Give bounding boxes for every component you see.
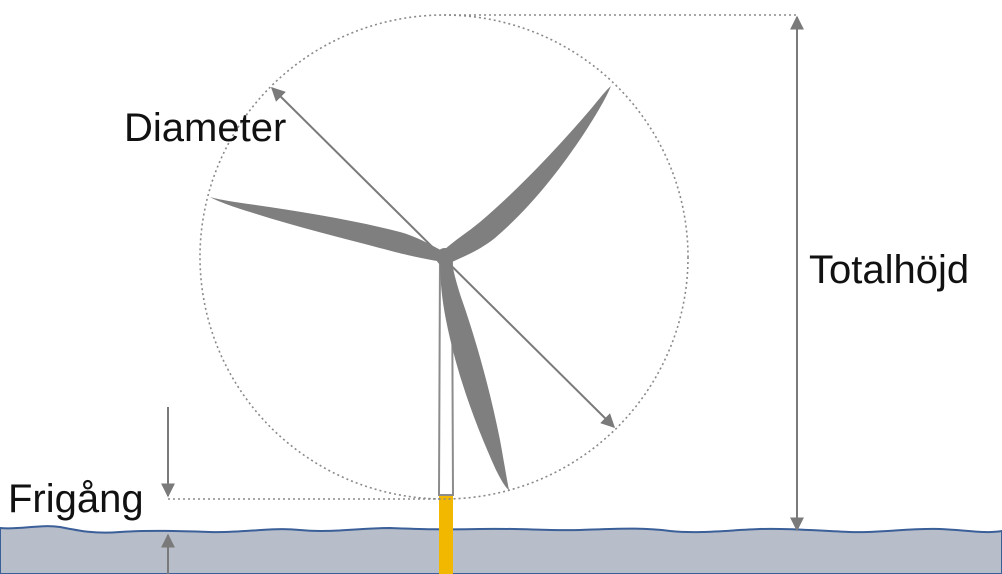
total-height-label: Totalhöjd	[809, 248, 969, 292]
blade-upper-right	[444, 86, 611, 262]
water-surface	[0, 525, 1002, 574]
clearance-label: Frigång	[8, 477, 144, 521]
rotor-swept-area	[199, 14, 689, 500]
hub	[436, 248, 454, 266]
foundation	[439, 495, 453, 574]
blade-lower	[440, 262, 509, 490]
diameter-label: Diameter	[124, 106, 286, 150]
blade-left	[210, 197, 444, 262]
